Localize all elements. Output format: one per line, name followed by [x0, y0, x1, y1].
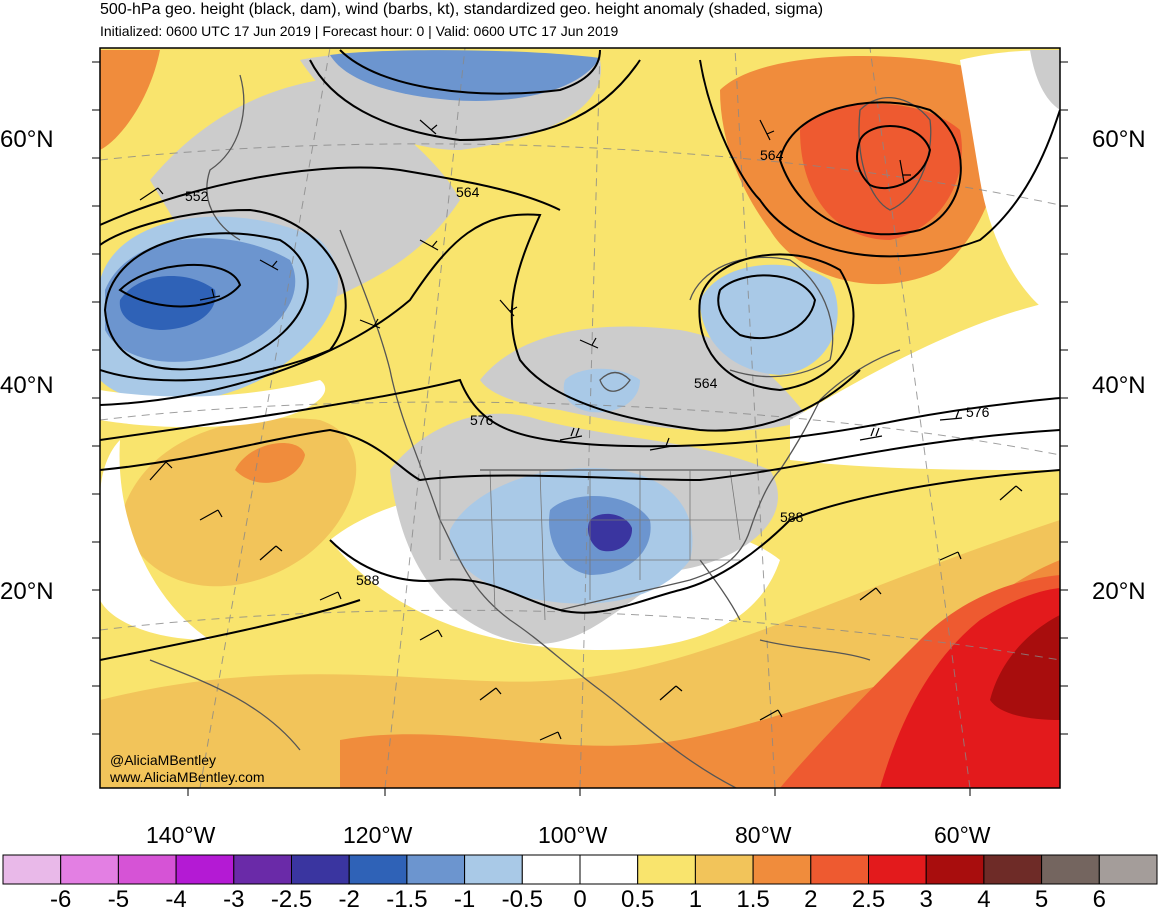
lon-label-60w: 60°W	[934, 822, 991, 848]
colorbar-box	[694, 854, 754, 885]
colorbar-box	[60, 854, 119, 885]
credit-text: @AliciaMBentley www.AliciaMBentley.com	[110, 752, 265, 786]
lon-label-80w: 80°W	[735, 822, 792, 848]
colorbar-label: 5	[1034, 886, 1049, 913]
lat-label-60n-left: 60°N	[0, 126, 54, 153]
colorbar-box	[117, 854, 177, 885]
contour-label-564c: 564	[694, 375, 718, 391]
colorbar-box	[521, 854, 581, 885]
colorbar-box	[637, 854, 696, 885]
shading-blue-alaska	[330, 50, 600, 101]
colorbar-label: -6	[50, 886, 72, 913]
colorbar-box	[925, 854, 985, 885]
colorbar-label: -3	[223, 886, 245, 913]
colorbar-box	[406, 854, 466, 885]
shading-red2-atlantic	[880, 588, 1060, 788]
lat-label-40n-right: 40°N	[1092, 372, 1146, 399]
colorbar-label: -2.5	[270, 886, 313, 913]
colorbar	[2, 854, 1158, 885]
colorbar-label: -0.5	[501, 886, 543, 913]
shading-darkred-atlantic	[990, 615, 1060, 720]
lon-label-120w: 120°W	[343, 822, 413, 848]
colorbar-box	[579, 854, 639, 885]
shading-orange-nw	[100, 50, 160, 150]
colorbar-label: 3	[919, 886, 933, 913]
colorbar-box	[291, 854, 350, 885]
colorbar-box	[233, 854, 293, 885]
colorbar-box	[868, 854, 927, 885]
colorbar-label: 1.5	[736, 886, 770, 913]
graticule	[100, 48, 1060, 788]
contour-label-564a: 564	[456, 184, 480, 200]
height-contours	[100, 49, 1060, 661]
lon-label-140w: 140°W	[146, 822, 216, 848]
colorbar-label: -1	[453, 886, 476, 913]
colorbar-label: 2.5	[851, 886, 886, 913]
colorbar-box	[348, 854, 408, 885]
shading-white-pacific-edge	[100, 440, 210, 640]
credit-website: www.AliciaMBentley.com	[110, 769, 265, 785]
colorbar-box	[175, 854, 235, 885]
credit-handle: @AliciaMBentley	[110, 752, 217, 768]
frame-ticks	[92, 61, 1068, 796]
colorbar-box	[464, 854, 523, 885]
colorbar-box	[810, 854, 869, 885]
contour-label-588a: 588	[780, 509, 804, 525]
shading-white-arctic	[960, 50, 1060, 320]
contour-labels: 552 564 564 564 576 576 588 588	[185, 147, 990, 588]
shading-blue-greatlakes	[563, 368, 640, 413]
lat-label-40n-left: 40°N	[0, 372, 54, 399]
colorbar-label: -4	[165, 886, 187, 913]
colorbar-label: 2	[804, 886, 818, 913]
colorbar-label: 0	[573, 886, 587, 913]
colorbar-label: 4	[977, 886, 991, 913]
lat-label-60n-right: 60°N	[1092, 126, 1146, 153]
colorbar-label: 0.5	[621, 886, 655, 913]
contour-label-588b: 588	[356, 572, 380, 588]
contour-label-576a: 576	[470, 412, 494, 428]
colorbar-label: -2	[338, 886, 360, 913]
shading-blue-southern-plains-core	[588, 513, 633, 552]
contour-label-552: 552	[185, 188, 209, 204]
figure-subtitle: Initialized: 0600 UTC 17 Jun 2019 | Fore…	[100, 23, 619, 39]
contour-label-576b: 576	[966, 404, 990, 420]
colorbar-box	[1098, 854, 1158, 885]
shading-gray-arctic	[1030, 50, 1060, 110]
lon-label-100w: 100°W	[538, 822, 608, 848]
colorbar-label: 1	[688, 886, 703, 913]
figure-title: 500-hPa geo. height (black, dam), wind (…	[100, 1, 824, 18]
state-borders	[439, 469, 760, 621]
shading-blue-hudson	[700, 264, 838, 375]
lat-label-20n-right: 20°N	[1092, 578, 1146, 605]
colorbar-box	[2, 854, 62, 885]
colorbar-box	[1041, 854, 1100, 885]
contour-label-564b: 564	[760, 147, 784, 163]
colorbar-label: -5	[107, 886, 130, 913]
colorbar-box	[983, 854, 1043, 885]
colorbar-box	[752, 854, 812, 885]
shading-blue-pacific-core	[119, 276, 216, 330]
shading-orange2-pacific	[235, 443, 305, 483]
lat-label-20n-left: 20°N	[0, 578, 54, 605]
colorbar-label: -1.5	[386, 886, 428, 913]
colorbar-label: 6	[1092, 886, 1106, 913]
wind-barbs	[139, 119, 1023, 741]
